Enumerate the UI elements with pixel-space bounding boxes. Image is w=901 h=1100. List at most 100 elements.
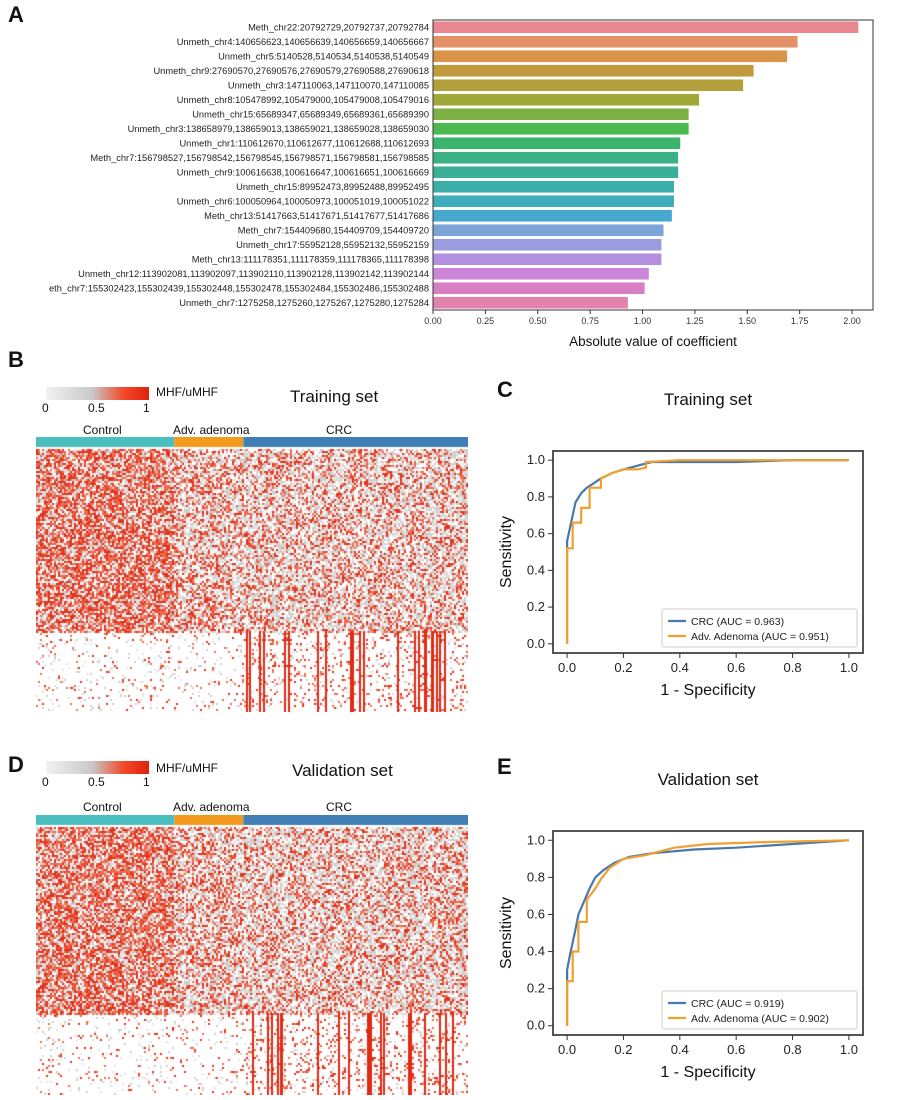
x-tick-label-1: 0.2 <box>614 660 632 675</box>
legend-entry-1: Adv. Adenoma (AUC = 0.902) <box>691 1013 829 1025</box>
bar-label-13: Meth_chr13:51417663,51417671,51417677,51… <box>204 211 429 221</box>
training-heatmap-panel: MHF/uMHF 0 0.5 1 Training set Control Ad… <box>36 383 468 713</box>
bar-label-11: Unmeth_chr15:89952473,89952488,89952495 <box>236 182 429 192</box>
bar-17 <box>433 267 649 280</box>
legend-tick-0: 0 <box>42 775 49 789</box>
x-tick-label-0: 0.00 <box>424 316 442 326</box>
heatmap-canvas <box>36 815 468 1095</box>
x-tick-label-5: 1.0 <box>840 1042 858 1057</box>
heatmap-color-legend <box>46 761 149 774</box>
bar-label-3: Unmeth_chr9:27690570,27690576,27690579,2… <box>153 66 429 76</box>
legend-entry-0: CRC (AUC = 0.963) <box>691 616 784 628</box>
legend-tick-05: 0.5 <box>88 401 105 415</box>
plot-frame <box>552 830 864 1036</box>
bar-6 <box>433 108 689 121</box>
bar-1 <box>433 35 798 48</box>
bar-2 <box>433 50 788 63</box>
legend-box <box>661 608 858 648</box>
bar-label-18: eth_chr7:155302423,155302439,155302448,1… <box>49 283 429 293</box>
validation-heatmap-panel: MHF/uMHF 0 0.5 1 Validation set Control … <box>36 757 468 1097</box>
bar-label-14: Meth_chr7:154409680,154409709,154409720 <box>238 225 429 235</box>
roc-title: Training set <box>664 390 752 409</box>
bar-7 <box>433 122 689 135</box>
x-tick-label-4: 0.8 <box>784 660 802 675</box>
panel-letter-a: A <box>8 2 24 27</box>
group-label-adenoma: Adv. adenoma <box>173 423 250 437</box>
y-tick-label-3: 0.6 <box>527 526 545 541</box>
group-label-adenoma: Adv. adenoma <box>173 800 250 814</box>
legend-tick-05: 0.5 <box>88 775 105 789</box>
bar-13 <box>433 209 672 222</box>
bar-label-9: Meth_chr7:156798527,156798542,156798545,… <box>90 153 429 163</box>
x-tick-label-3: 0.6 <box>727 660 745 675</box>
panel-letter-d: D <box>8 752 24 777</box>
legend-entry-0: CRC (AUC = 0.919) <box>691 998 784 1010</box>
y-tick-label-5: 1.0 <box>527 832 545 847</box>
group-label-control: Control <box>83 800 122 814</box>
x-tick-label-2: 0.4 <box>671 1042 689 1057</box>
x-tick-label-1: 0.2 <box>614 1042 632 1057</box>
y-tick-label-0: 0.0 <box>527 636 545 651</box>
x-tick-label-1: 0.25 <box>477 316 495 326</box>
y-tick-label-3: 0.6 <box>527 906 545 921</box>
bar-label-15: Unmeth_chr17:55952128,55952132,55952159 <box>236 240 429 250</box>
legend-label: MHF/uMHF <box>156 761 218 775</box>
legend-tick-0: 0 <box>42 401 49 415</box>
bar-4 <box>433 79 744 92</box>
x-tick-label-0: 0.0 <box>558 1042 576 1057</box>
validation-roc-chart: Validation set 0.0 0.0 0.2 0.2 0.4 0.4 0.6 0.6 0.… <box>498 770 864 1081</box>
panel-letter-b: B <box>8 347 24 372</box>
legend-tick-1: 1 <box>143 775 150 789</box>
x-tick-label-5: 1.25 <box>686 316 704 326</box>
bar-label-8: Unmeth_chr1:110612670,110612677,11061268… <box>179 138 429 148</box>
bar-label-6: Unmeth_chr15:65689347,65689349,65689361,… <box>192 109 429 119</box>
roc-line-1 <box>565 459 849 644</box>
bar-label-0: Meth_chr22:20792729,20792737,20792784 <box>248 22 429 32</box>
plot-frame <box>552 450 864 654</box>
x-tick-label-8: 2.00 <box>843 316 861 326</box>
bar-8 <box>433 137 681 150</box>
bar-16 <box>433 253 662 266</box>
bar-0 <box>433 21 859 34</box>
y-axis-label: Sensitivity <box>498 897 515 969</box>
bar-5 <box>433 93 700 106</box>
x-tick-label-6: 1.50 <box>739 316 757 326</box>
y-tick-label-0: 0.0 <box>527 1018 545 1033</box>
y-tick-label-4: 0.8 <box>527 489 545 504</box>
bar-10 <box>433 166 679 179</box>
bar-label-16: Meth_chr13:111178351,111178359,111178365… <box>192 254 429 264</box>
panel-letter-c: C <box>497 377 513 402</box>
legend-tick-1: 1 <box>143 401 150 415</box>
bar-label-4: Unmeth_chr3:147110063,147110070,14711008… <box>228 80 429 90</box>
heatmap-color-legend <box>46 387 149 400</box>
legend-entry-1: Adv. Adenoma (AUC = 0.951) <box>691 631 829 643</box>
x-tick-label-3: 0.6 <box>727 1042 745 1057</box>
bar-14 <box>433 224 664 237</box>
heatmap-title: Training set <box>290 387 379 406</box>
plot-frame <box>432 19 874 311</box>
x-tick-label-2: 0.4 <box>671 660 689 675</box>
bar-3 <box>433 64 754 77</box>
x-tick-label-7: 1.75 <box>791 316 809 326</box>
panel-letter-e: E <box>497 754 512 779</box>
roc-title: Validation set <box>658 770 759 789</box>
heatmap-title: Validation set <box>292 761 393 780</box>
roc-line-0 <box>565 839 849 1026</box>
bar-11 <box>433 180 674 193</box>
x-tick-label-5: 1.0 <box>840 660 858 675</box>
group-label-crc: CRC <box>326 423 352 437</box>
y-tick-label-1: 0.2 <box>527 599 545 614</box>
training-roc-chart: Training set 0.0 0.0 0.2 0.2 0.4 0.4 0.6 0.6 0.8 0… <box>498 390 864 699</box>
y-tick-label-1: 0.2 <box>527 981 545 996</box>
y-tick-label-5: 1.0 <box>527 452 545 467</box>
bar-label-5: Unmeth_chr8:105478992,105479000,10547900… <box>177 95 429 105</box>
bar-label-1: Unmeth_chr4:140656623,140656639,14065665… <box>177 37 429 47</box>
bar-label-12: Unmeth_chr6:100050964,100050973,10005101… <box>177 196 429 206</box>
y-axis-label: Sensitivity <box>498 516 515 588</box>
x-tick-label-2: 0.50 <box>529 316 547 326</box>
x-axis-label: 1 - Specificity <box>660 1064 755 1081</box>
x-tick-label-4: 1.00 <box>634 316 652 326</box>
roc-line-1 <box>565 839 849 1026</box>
bar-12 <box>433 195 674 208</box>
x-axis-label: Absolute value of coefficient <box>569 334 737 349</box>
